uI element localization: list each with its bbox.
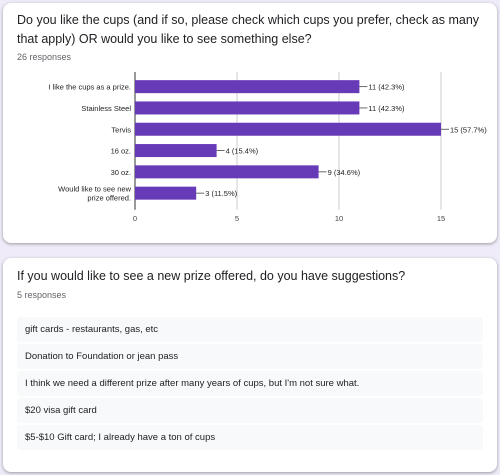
x-tick-label: 5 xyxy=(235,214,239,223)
data-label: 3 (11.5%) xyxy=(205,189,237,198)
answer-item: $5-$10 Gift card; I already have a ton o… xyxy=(17,425,483,450)
x-tick-label: 15 xyxy=(437,214,445,223)
data-label: 4 (15.4%) xyxy=(226,147,259,156)
bar xyxy=(135,80,360,94)
category-label: 30 oz. xyxy=(111,168,131,177)
answer-item: gift cards - restaurants, gas, etc xyxy=(17,317,483,342)
data-label: 11 (42.3%) xyxy=(368,83,405,92)
question-card-cups: Do you like the cups (and if so, please … xyxy=(3,3,497,243)
bar xyxy=(135,165,319,179)
bar xyxy=(135,186,197,200)
bar xyxy=(135,101,360,115)
category-label: I like the cups as a prize. xyxy=(48,83,131,92)
response-count: 26 responses xyxy=(17,52,72,62)
response-count: 5 responses xyxy=(17,290,67,300)
question-title: Do you like the cups (and if so, please … xyxy=(17,13,480,46)
bar xyxy=(135,144,217,158)
bar xyxy=(135,122,441,136)
x-tick-label: 10 xyxy=(335,214,343,223)
bar-chart: 0 5 10 15 I like the cups as a prize. 11 (42.… xyxy=(48,72,487,223)
answer-item: $20 visa gift card xyxy=(17,398,483,423)
answer-item: I think we need a different prize after … xyxy=(17,371,483,396)
category-label: 16 oz. xyxy=(111,147,131,156)
category-label: Tervis xyxy=(111,125,131,134)
question-card-suggestions: If you would like to see a new prize off… xyxy=(3,258,497,472)
data-label: 15 (57.7%) xyxy=(450,125,487,134)
data-label: 9 (34.6%) xyxy=(328,168,361,177)
data-label: 11 (42.3%) xyxy=(368,104,405,113)
category-label: Would like to see new prize offered. xyxy=(58,185,131,203)
x-tick-label: 0 xyxy=(133,214,137,223)
answer-item: Donation to Foundation or jean pass xyxy=(17,344,483,369)
question-title: If you would like to see a new prize off… xyxy=(17,269,406,283)
category-label: Stainless Steel xyxy=(81,104,131,113)
